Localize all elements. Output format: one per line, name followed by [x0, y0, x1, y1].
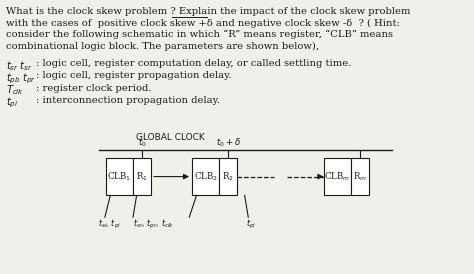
Bar — [219, 158, 237, 195]
Bar — [133, 158, 151, 195]
Text: $t_{pi}$: $t_{pi}$ — [246, 218, 256, 231]
Text: combinational logic block. The parameters are shown below),: combinational logic block. The parameter… — [6, 41, 319, 51]
Text: CLB$_1$: CLB$_1$ — [107, 170, 131, 183]
Text: $t_{si}$, $t_{pi}$: $t_{si}$, $t_{pi}$ — [98, 218, 121, 231]
Text: : register clock period.: : register clock period. — [36, 84, 151, 93]
Text: $t_{pi}$: $t_{pi}$ — [6, 96, 18, 110]
Text: : interconnection propagation delay.: : interconnection propagation delay. — [36, 96, 220, 105]
Bar — [192, 158, 219, 195]
Text: GLOBAL CLOCK: GLOBAL CLOCK — [136, 133, 204, 142]
Text: R$_1$: R$_1$ — [136, 170, 148, 183]
Text: CLB$_m$: CLB$_m$ — [324, 170, 350, 183]
Text: $t_0+\delta$: $t_0+\delta$ — [216, 136, 241, 149]
Text: CLB$_2$: CLB$_2$ — [193, 170, 218, 183]
Text: $t_{sr}$ $t_{sr}$: $t_{sr}$ $t_{sr}$ — [6, 59, 33, 73]
Text: What is the clock skew problem ? Explain the impact of the clock skew problem: What is the clock skew problem ? Explain… — [6, 7, 410, 16]
Text: R$_2$: R$_2$ — [222, 170, 234, 183]
Text: $T_{clk}$: $T_{clk}$ — [6, 84, 24, 97]
Text: : logic cell, register computation delay, or called settling time.: : logic cell, register computation delay… — [36, 59, 351, 68]
Text: R$_m$: R$_m$ — [353, 170, 367, 183]
Text: $t_{pb}$ $t_{pr}$: $t_{pb}$ $t_{pr}$ — [6, 71, 36, 85]
Text: consider the following schematic in which “R” means register, “CLB” means: consider the following schematic in whic… — [6, 30, 393, 39]
Bar — [106, 158, 133, 195]
Text: with the cases of  positive clock skew +δ and negative clock skew -δ  ? ( Hint:: with the cases of positive clock skew +δ… — [6, 19, 400, 28]
Text: : logic cell, register propagation delay.: : logic cell, register propagation delay… — [36, 71, 231, 80]
Text: $t_{sr}$, $t_{pr}$, $t_{clk}$: $t_{sr}$, $t_{pr}$, $t_{clk}$ — [133, 218, 174, 231]
Bar — [351, 158, 369, 195]
Bar — [324, 158, 351, 195]
Text: $t_0$: $t_0$ — [137, 136, 146, 149]
